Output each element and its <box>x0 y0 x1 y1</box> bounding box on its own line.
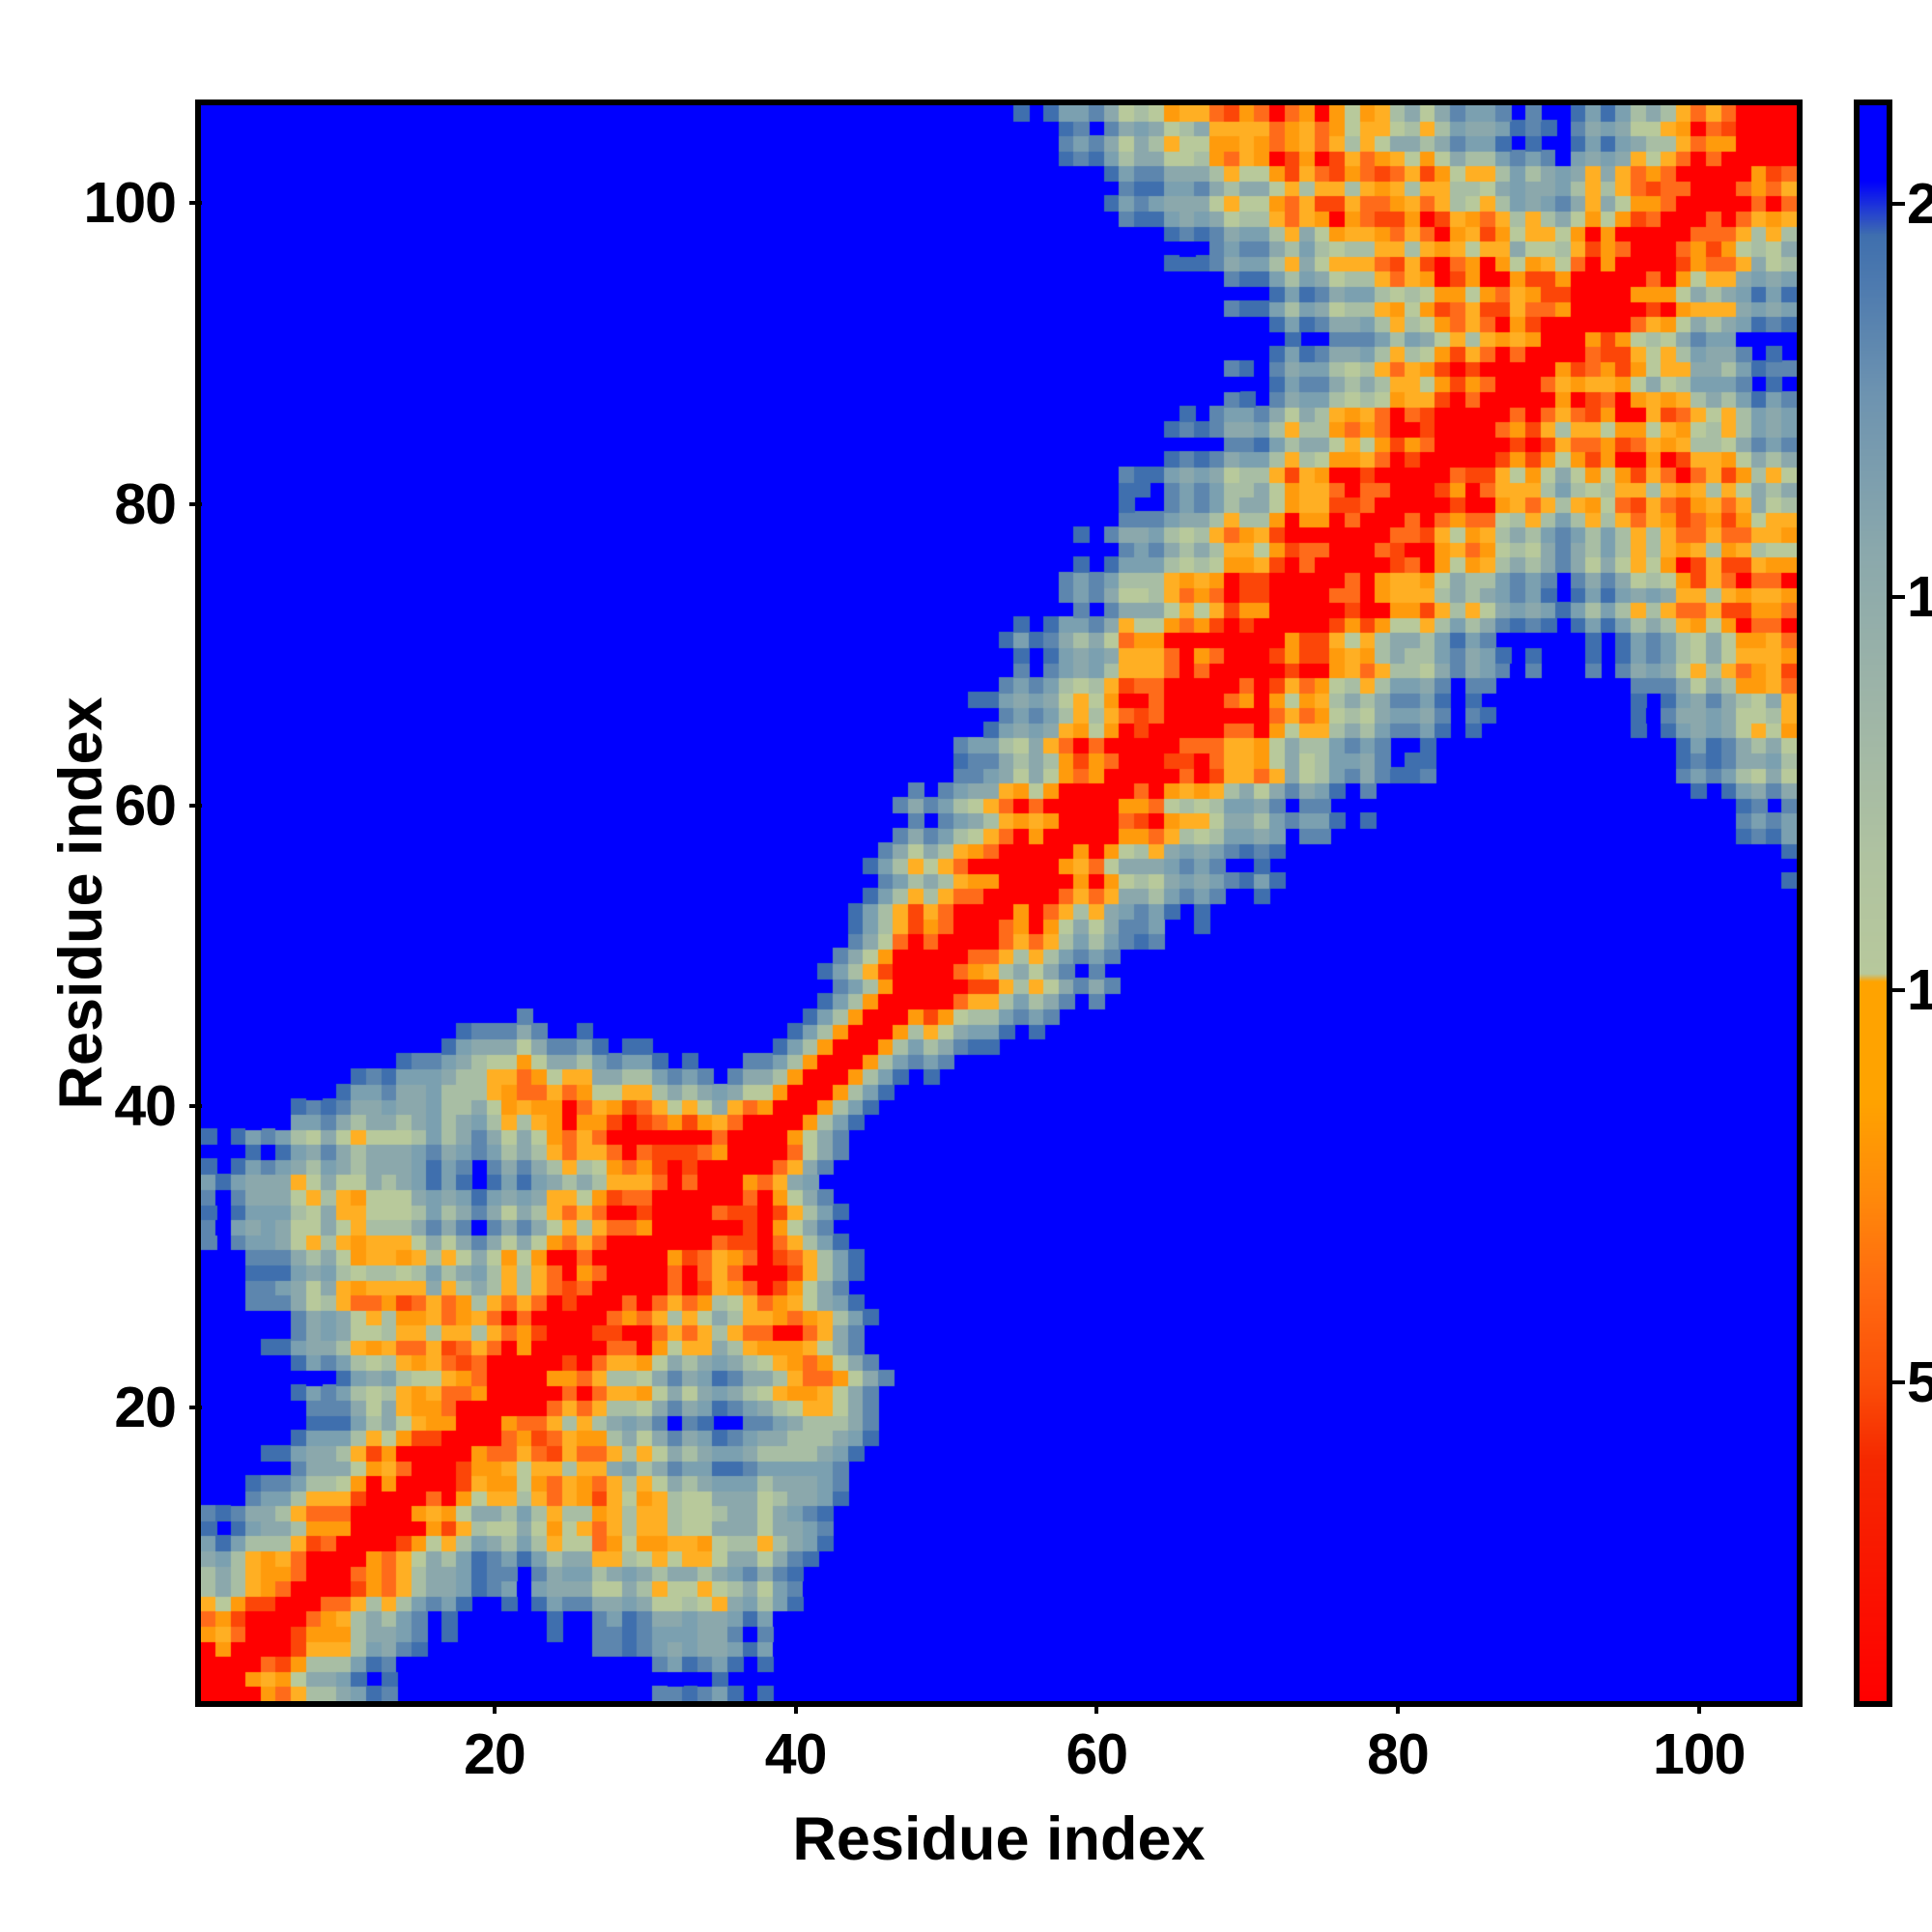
colorbar-gradient <box>1860 105 1887 1701</box>
y-tick-40 <box>189 1104 202 1109</box>
y-axis-title: Residue index <box>47 696 115 1110</box>
y-tick-80 <box>189 502 202 506</box>
x-tick-60 <box>1094 1701 1099 1714</box>
colorbar-tick-5 <box>1892 1380 1905 1385</box>
colorbar-ticklabel-5: 5 <box>1907 1350 1932 1415</box>
heatmap-plot-area[interactable] <box>195 99 1803 1707</box>
y-tick-20 <box>189 1406 202 1410</box>
colorbar-tick-20 <box>1892 201 1905 206</box>
x-tick-20 <box>492 1701 497 1714</box>
y-ticklabel-60: 60 <box>114 773 177 838</box>
y-tick-100 <box>189 201 202 206</box>
x-axis-title: Residue index <box>792 1805 1206 1873</box>
x-tick-100 <box>1696 1701 1701 1714</box>
y-ticklabel-80: 80 <box>114 472 177 536</box>
y-tick-60 <box>189 803 202 808</box>
colorbar-tick-15 <box>1892 594 1905 599</box>
colorbar-ticklabel-10: 10 <box>1907 957 1932 1022</box>
x-tick-40 <box>793 1701 798 1714</box>
y-ticklabel-20: 20 <box>114 1376 177 1440</box>
colorbar[interactable] <box>1854 99 1892 1707</box>
x-ticklabel-80: 80 <box>1367 1722 1430 1786</box>
colorbar-ticklabel-15: 15 <box>1907 564 1932 629</box>
colorbar-tick-10 <box>1892 987 1905 992</box>
x-tick-80 <box>1396 1701 1400 1714</box>
x-ticklabel-60: 60 <box>1065 1722 1128 1786</box>
y-ticklabel-100: 100 <box>83 171 177 236</box>
y-ticklabel-40: 40 <box>114 1074 177 1139</box>
colorbar-ticklabel-20: 20 <box>1907 171 1932 236</box>
distance-map-heatmap[interactable] <box>201 105 1797 1701</box>
x-ticklabel-100: 100 <box>1652 1722 1746 1786</box>
x-ticklabel-40: 40 <box>764 1722 828 1786</box>
x-ticklabel-20: 20 <box>464 1722 526 1786</box>
